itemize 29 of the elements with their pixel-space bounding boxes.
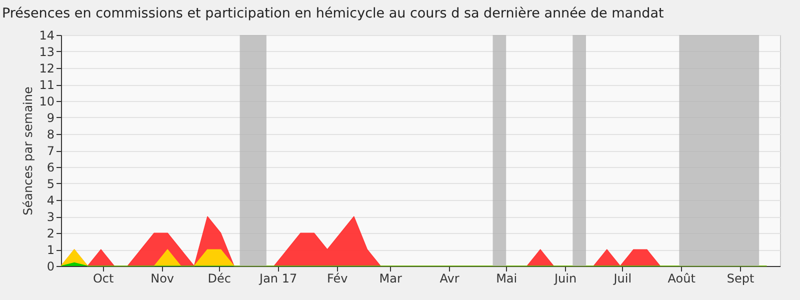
- y-axis-title: Séances par semaine: [21, 86, 36, 216]
- y-tick-label: 8: [46, 128, 54, 142]
- x-tick-label: Déc: [208, 272, 231, 286]
- y-tick-label: 10: [39, 94, 54, 108]
- x-tick-label: Jan 17: [258, 272, 298, 286]
- x-tick-label: Août: [668, 272, 696, 286]
- x-tick-label: Juil: [612, 272, 632, 286]
- y-tick-label: 12: [39, 62, 54, 76]
- x-tick-label: Fév: [326, 272, 348, 286]
- x-tick-label: Nov: [150, 272, 174, 286]
- y-tick-label: 6: [46, 160, 54, 174]
- x-tick-label: Avr: [440, 272, 460, 286]
- chart-title: Présences en commissions et participation en hémicycle au cours d sa dernière année de mandat: [2, 6, 664, 22]
- y-tick-label: 5: [46, 177, 54, 191]
- y-tick-label: 4: [46, 194, 54, 208]
- y-tick-label: 9: [46, 111, 54, 125]
- x-tick-label: Sept: [726, 272, 755, 286]
- y-tick-label: 7: [46, 144, 54, 158]
- y-tick-label: 0: [46, 260, 54, 274]
- y-tick-label: 11: [39, 78, 54, 92]
- y-tick-label: 3: [46, 210, 54, 224]
- y-tick-label: 13: [39, 45, 54, 59]
- x-tick-label: Oct: [92, 272, 114, 286]
- x-tick-label: Mai: [496, 272, 518, 286]
- y-tick-label: 1: [46, 243, 54, 257]
- x-tick-label: Mar: [379, 272, 402, 286]
- y-tick-label: 2: [46, 226, 54, 240]
- x-tick-label: Juin: [554, 272, 577, 286]
- y-tick-label: 14: [39, 28, 54, 42]
